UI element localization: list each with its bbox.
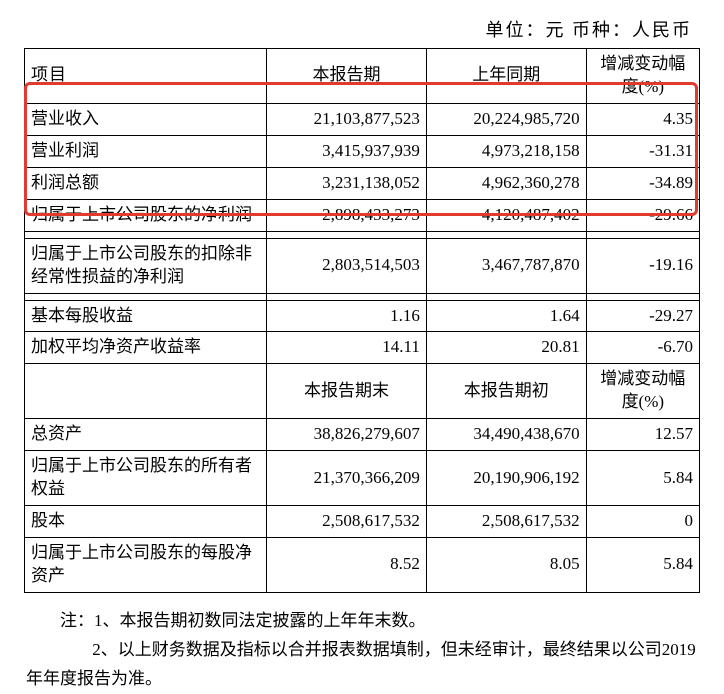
- row-current: 21,370,366,209: [267, 451, 427, 506]
- row-item: 股本: [25, 506, 267, 538]
- row-item: 营业利润: [25, 135, 267, 167]
- table-row: 加权平均净资产收益率 14.11 20.81 -6.70: [25, 332, 700, 364]
- row-current: 14.11: [267, 332, 427, 364]
- row-previous: 4,973,218,158: [426, 135, 586, 167]
- row-previous: 4,120,487,402: [426, 199, 586, 231]
- row-previous: 1.64: [426, 300, 586, 332]
- row-previous: 3,467,787,870: [426, 238, 586, 293]
- table-row: 归属于上市公司股东的扣除非经常性损益的净利润 2,803,514,503 3,4…: [25, 238, 700, 293]
- row-previous: 20,190,906,192: [426, 451, 586, 506]
- col-previous-begin-header: 本报告期初: [426, 364, 586, 419]
- row-current: 3,415,937,939: [267, 135, 427, 167]
- table-row: 归属于上市公司股东的净利润 2,898,433,273 4,120,487,40…: [25, 199, 700, 231]
- table-row: 营业收入 21,103,877,523 20,224,985,720 4.35: [25, 103, 700, 135]
- row-previous: 20,224,985,720: [426, 103, 586, 135]
- col-change-header-2: 增减变动幅度(%): [586, 364, 699, 419]
- table-row: 归属于上市公司股东的所有者权益 21,370,366,209 20,190,90…: [25, 451, 700, 506]
- row-previous: 20.81: [426, 332, 586, 364]
- row-current: 2,898,433,273: [267, 199, 427, 231]
- row-change: -29.27: [586, 300, 699, 332]
- row-change: 5.84: [586, 451, 699, 506]
- row-previous: 8.05: [426, 538, 586, 593]
- row-change: -31.31: [586, 135, 699, 167]
- row-current: 3,231,138,052: [267, 167, 427, 199]
- row-previous: 2,508,617,532: [426, 506, 586, 538]
- table-row: 利润总额 3,231,138,052 4,962,360,278 -34.89: [25, 167, 700, 199]
- footnotes: 注：1、本报告期初数同法定披露的上年年末数。 2、以上财务数据及指标以合并报表数…: [24, 607, 700, 694]
- row-current: 2,803,514,503: [267, 238, 427, 293]
- col-previous-header: 上年同期: [426, 49, 586, 104]
- row-current: 1.16: [267, 300, 427, 332]
- table-row: 归属于上市公司股东的每股净资产 8.52 8.05 5.84: [25, 538, 700, 593]
- col-item-header-2: [25, 364, 267, 419]
- row-item: 利润总额: [25, 167, 267, 199]
- col-current-header: 本报告期: [267, 49, 427, 104]
- col-change-header: 增减变动幅度(%): [586, 49, 699, 104]
- footnote-2b: 年年度报告为准。: [26, 665, 698, 694]
- table-row: 总资产 38,826,279,607 34,490,438,670 12.57: [25, 419, 700, 451]
- row-item: 归属于上市公司股东的净利润: [25, 199, 267, 231]
- table-row: 基本每股收益 1.16 1.64 -29.27: [25, 300, 700, 332]
- row-change: -19.16: [586, 238, 699, 293]
- table-row: 营业利润 3,415,937,939 4,973,218,158 -31.31: [25, 135, 700, 167]
- table-header-top: 项目 本报告期 上年同期 增减变动幅度(%): [25, 49, 700, 104]
- unit-currency-line: 单位：元 币种：人民币: [24, 16, 692, 42]
- row-change: 5.84: [586, 538, 699, 593]
- row-previous: 34,490,438,670: [426, 419, 586, 451]
- col-current-end-header: 本报告期末: [267, 364, 427, 419]
- row-item: 营业收入: [25, 103, 267, 135]
- row-change: -29.66: [586, 199, 699, 231]
- row-current: 2,508,617,532: [267, 506, 427, 538]
- spacer-row: [25, 293, 700, 300]
- footnote-2a: 2、以上财务数据及指标以合并报表数据填制，但未经审计，最终结果以公司2019: [26, 636, 698, 665]
- table-header-bottom: 本报告期末 本报告期初 增减变动幅度(%): [25, 364, 700, 419]
- row-current: 8.52: [267, 538, 427, 593]
- row-item: 归属于上市公司股东的扣除非经常性损益的净利润: [25, 238, 267, 293]
- table-row: 股本 2,508,617,532 2,508,617,532 0: [25, 506, 700, 538]
- row-change: 12.57: [586, 419, 699, 451]
- row-current: 38,826,279,607: [267, 419, 427, 451]
- row-item: 加权平均净资产收益率: [25, 332, 267, 364]
- row-current: 21,103,877,523: [267, 103, 427, 135]
- page-root: 单位：元 币种：人民币 项目 本报告期 上年同期 增减变动幅度(%) 营业收入 …: [0, 0, 724, 622]
- col-item-header: 项目: [25, 49, 267, 104]
- row-item: 总资产: [25, 419, 267, 451]
- spacer-row: [25, 231, 700, 238]
- footnote-1: 注：1、本报告期初数同法定披露的上年年末数。: [26, 607, 698, 636]
- row-item: 归属于上市公司股东的每股净资产: [25, 538, 267, 593]
- financial-table: 项目 本报告期 上年同期 增减变动幅度(%) 营业收入 21,103,877,5…: [24, 48, 700, 593]
- row-change: -6.70: [586, 332, 699, 364]
- row-change: -34.89: [586, 167, 699, 199]
- row-change: 4.35: [586, 103, 699, 135]
- row-item: 归属于上市公司股东的所有者权益: [25, 451, 267, 506]
- row-item: 基本每股收益: [25, 300, 267, 332]
- row-change: 0: [586, 506, 699, 538]
- row-previous: 4,962,360,278: [426, 167, 586, 199]
